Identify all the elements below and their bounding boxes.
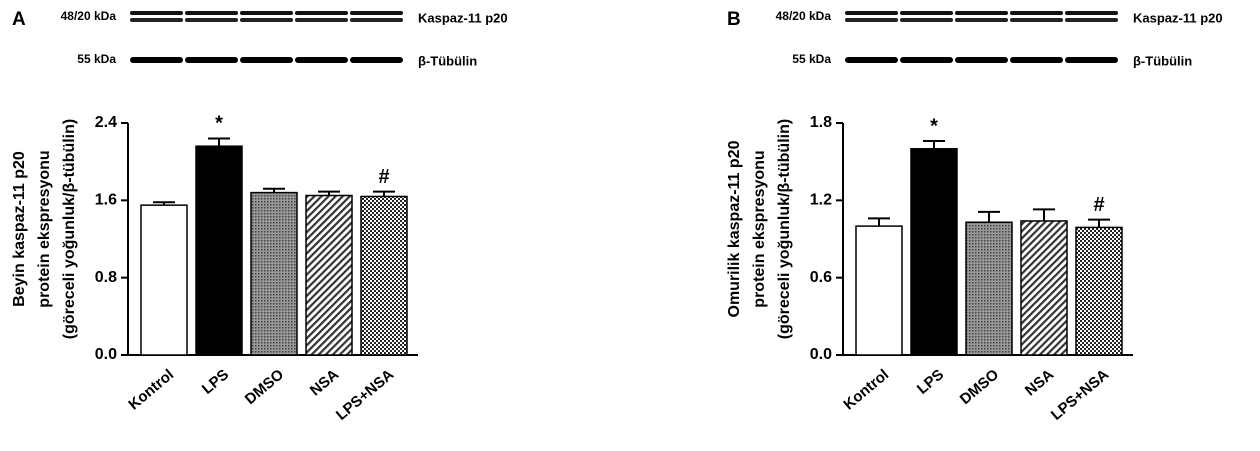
bar [141, 205, 187, 355]
blot-band [130, 18, 183, 22]
blot-protein-label: β-Tübülin [418, 53, 477, 68]
blot-size-label: 55 kDa [77, 52, 116, 66]
y-tick-label: 1.2 [810, 192, 832, 209]
y-axis-label: Beyin kaspaz-11 p20 [11, 151, 28, 307]
blot-protein-label: β-Tübülin [1133, 53, 1192, 68]
blot-size-label: 55 kDa [792, 52, 831, 66]
y-tick-label: 0.0 [810, 346, 832, 363]
significance-mark: # [378, 166, 389, 188]
panel-label: B [727, 9, 741, 30]
x-tick-label: NSA [307, 366, 342, 399]
blot-band [955, 57, 1008, 63]
blot-band [185, 18, 238, 22]
y-tick-label: 0.8 [95, 269, 117, 286]
y-axis-label: protein ekspresyonu [36, 150, 53, 307]
y-tick-label: 1.8 [810, 114, 832, 131]
x-tick-label: NSA [1022, 366, 1057, 399]
blot-band [1010, 57, 1063, 63]
panel-label: A [12, 9, 26, 30]
blot-band [845, 18, 898, 22]
blot-band [350, 11, 403, 15]
blot-band [240, 57, 293, 63]
bar [1021, 221, 1067, 355]
blot-band [240, 11, 293, 15]
blot-protein-label: Kaspaz-11 p20 [1133, 10, 1223, 25]
blot-band [240, 18, 293, 22]
blot-size-label: 48/20 kDa [776, 9, 832, 23]
significance-mark: * [215, 113, 223, 135]
bar [361, 196, 407, 355]
blot-band [1065, 57, 1118, 63]
y-tick-label: 1.6 [95, 192, 117, 209]
blot-band [295, 18, 348, 22]
blot-band [955, 18, 1008, 22]
x-tick-label: Kontrol [840, 366, 892, 413]
bar [911, 149, 957, 355]
figure: A 48/20 kDa Kaspaz-11 p20 55 kDa β-Tübülin Be… [0, 0, 1260, 446]
blot-band [350, 57, 403, 63]
blot-band [1065, 18, 1118, 22]
significance-mark: # [1093, 194, 1104, 216]
bar [306, 196, 352, 356]
blot-band [295, 11, 348, 15]
x-tick-label: LPS+NSA [1048, 366, 1112, 424]
blot-band [845, 57, 898, 63]
blot-protein-label: Kaspaz-11 p20 [418, 10, 508, 25]
y-axis-label: protein ekspresyonu [751, 150, 768, 307]
blot-band [1065, 11, 1118, 15]
blot-band [185, 57, 238, 63]
blot-band [900, 18, 953, 22]
blot-band [845, 11, 898, 15]
blot-band [900, 57, 953, 63]
y-tick-label: 0.0 [95, 346, 117, 363]
blot-band [295, 57, 348, 63]
bar [251, 193, 297, 355]
blot-band [900, 11, 953, 15]
y-tick-label: 2.4 [95, 114, 117, 131]
x-tick-label: LPS+NSA [333, 366, 397, 424]
x-tick-label: Kontrol [125, 366, 177, 413]
y-axis-label: Omurilik kaspaz-11 p20 [726, 140, 743, 317]
bar [966, 222, 1012, 355]
bar [1076, 227, 1122, 355]
blot-band [1010, 18, 1063, 22]
x-tick-label: DMSO [242, 366, 288, 408]
blot-band [130, 11, 183, 15]
blot-band [1010, 11, 1063, 15]
y-tick-label: 0.6 [810, 269, 832, 286]
y-axis-label: (göreceli yoğunluk/β-tübülin) [61, 119, 78, 339]
bar [856, 226, 902, 355]
blot-band [955, 11, 1008, 15]
x-tick-label: DMSO [957, 366, 1003, 408]
significance-mark: * [930, 115, 938, 137]
blot-band [185, 11, 238, 15]
x-tick-label: LPS [199, 366, 232, 398]
blot-band [350, 18, 403, 22]
blot-band [130, 57, 183, 63]
blot-size-label: 48/20 kDa [61, 9, 117, 23]
bar [196, 146, 242, 355]
x-tick-label: LPS [914, 366, 947, 398]
y-axis-label: (göreceli yoğunluk/β-tübülin) [776, 119, 793, 339]
